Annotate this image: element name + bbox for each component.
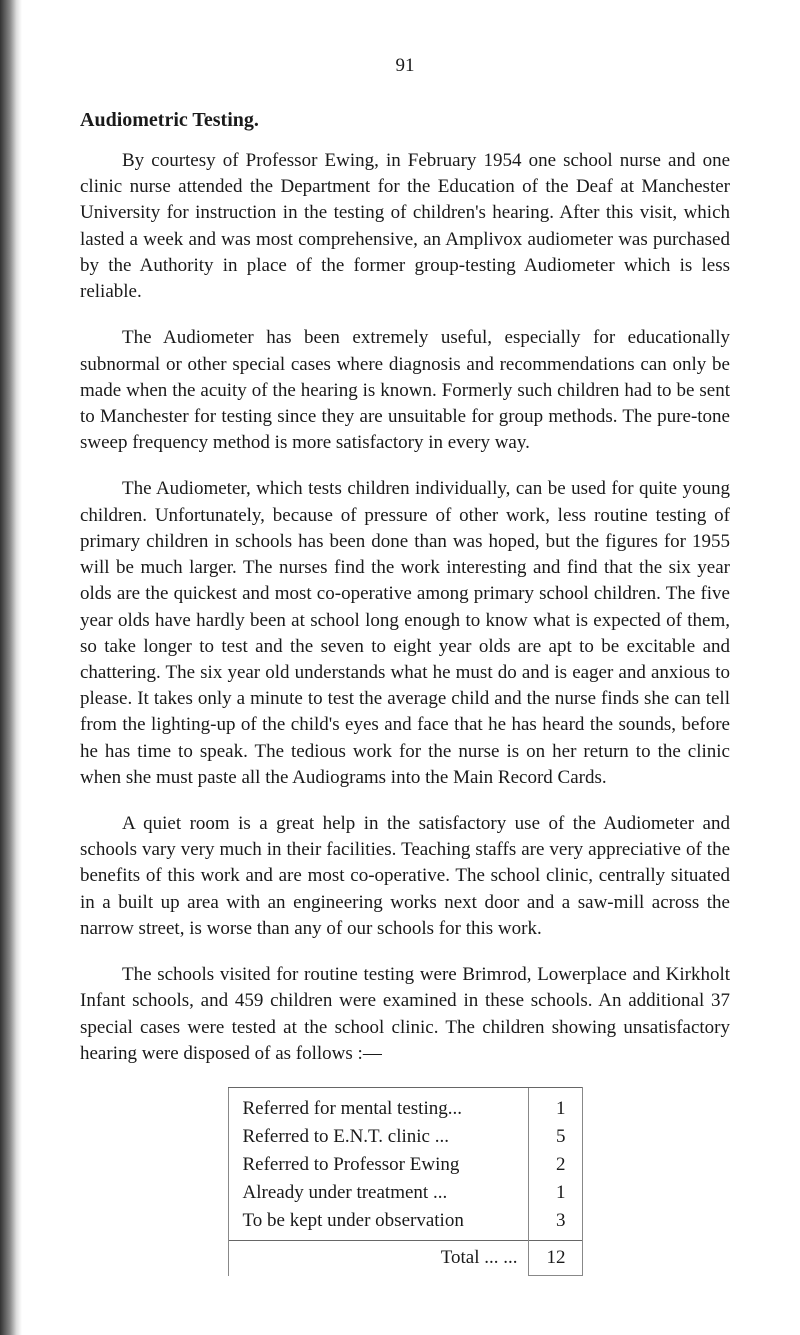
section-heading: Audiometric Testing. (80, 109, 730, 132)
table-total-value: 12 (528, 1241, 582, 1276)
table-row: Referred for mental testing... 1 (228, 1088, 582, 1124)
summary-table: Referred for mental testing... 1 Referre… (228, 1087, 583, 1276)
table-value: 2 (528, 1151, 582, 1179)
paragraph-4: A quiet room is a great help in the sati… (80, 811, 730, 942)
table-row: Already under treatment ... 1 (228, 1179, 582, 1207)
table-total-row: Total ... ... 12 (228, 1241, 582, 1276)
summary-table-container: Referred for mental testing... 1 Referre… (80, 1087, 730, 1276)
table-value: 1 (528, 1088, 582, 1124)
paragraph-3: The Audiometer, which tests children ind… (80, 476, 730, 791)
table-label: Referred to E.N.T. clinic ... (228, 1123, 528, 1151)
table-total-label: Total ... ... (228, 1241, 528, 1276)
table-value: 3 (528, 1207, 582, 1241)
table-label: Already under treatment ... (228, 1179, 528, 1207)
table-row: To be kept under observation 3 (228, 1207, 582, 1241)
paragraph-2: The Audiometer has been extremely useful… (80, 325, 730, 456)
page-spine-shadow (0, 0, 22, 1335)
table-row: Referred to E.N.T. clinic ... 5 (228, 1123, 582, 1151)
table-row: Referred to Professor Ewing 2 (228, 1151, 582, 1179)
table-value: 5 (528, 1123, 582, 1151)
table-label: Referred for mental testing... (228, 1088, 528, 1124)
paragraph-5: The schools visited for routine testing … (80, 962, 730, 1067)
table-value: 1 (528, 1179, 582, 1207)
paragraph-1: By courtesy of Professor Ewing, in Febru… (80, 148, 730, 305)
table-label: To be kept under observation (228, 1207, 528, 1241)
page-number: 91 (80, 55, 730, 77)
table-label: Referred to Professor Ewing (228, 1151, 528, 1179)
